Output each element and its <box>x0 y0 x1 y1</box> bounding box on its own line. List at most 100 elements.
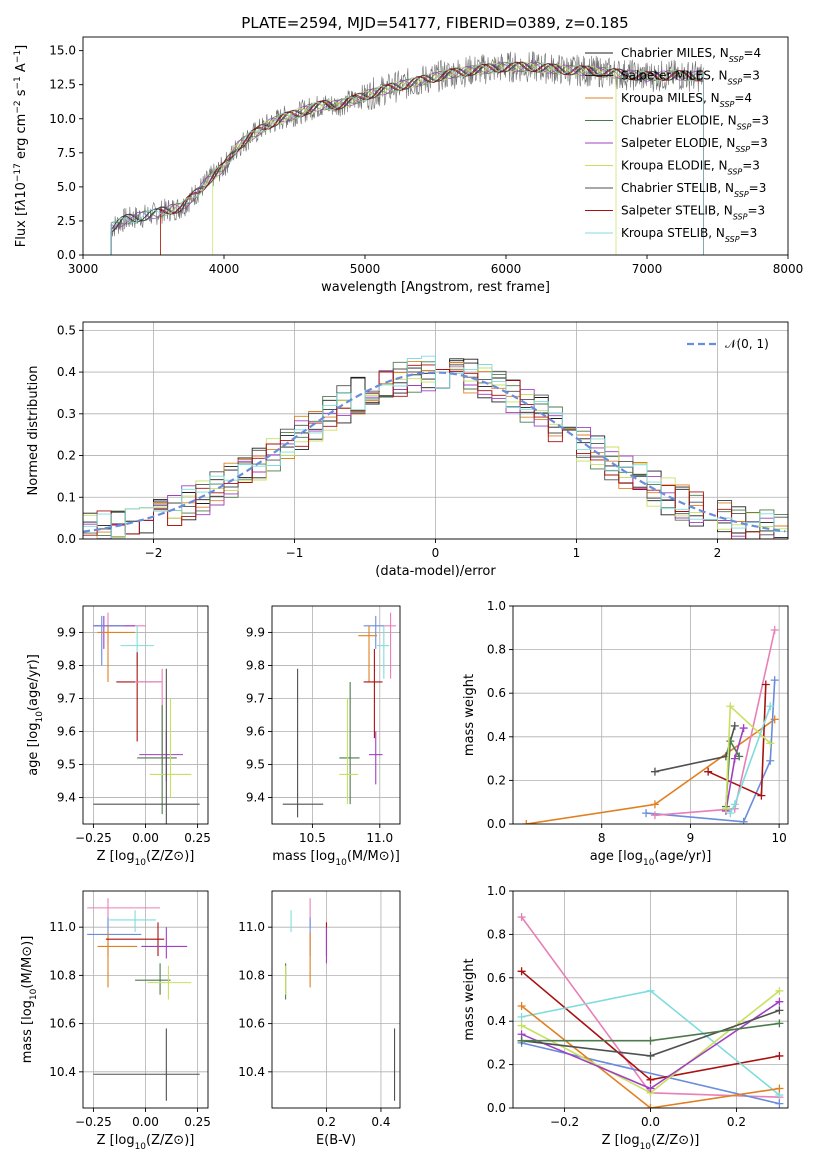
x-tick-label: 0 <box>432 546 440 560</box>
weight-series <box>721 702 775 813</box>
y-tick-label: 10.4 <box>238 1065 265 1079</box>
errorbar-point <box>358 625 378 682</box>
legend-label: Kroupa MILES, N <box>621 91 720 105</box>
y-axis-label-part: (M/M <box>20 957 35 989</box>
legend-entry: Salpeter ELODIE, NSSP=3 <box>621 136 768 154</box>
weight-marker <box>775 1084 784 1093</box>
weight-marker <box>770 625 779 634</box>
weight-marker <box>517 1012 526 1021</box>
weight-series <box>726 702 775 818</box>
residual-histogram <box>83 365 788 539</box>
x-axis-label-part: (data-model)/error <box>375 564 496 579</box>
legend-label: Kroupa STELIB, N <box>621 226 725 240</box>
errorbar-point <box>369 731 383 785</box>
weight-marker <box>721 804 730 813</box>
legend-label-sub: SSP <box>733 212 748 221</box>
legend-label-sub: SSP <box>729 55 744 64</box>
gaussian-curve <box>83 371 786 533</box>
y-tick-label: 9.7 <box>246 691 265 705</box>
y-tick-label: 9.8 <box>246 658 265 672</box>
y-tick-label: 0.0 <box>487 1101 506 1115</box>
weight-marker <box>770 676 779 685</box>
plot-area-weight_vs_Z <box>517 913 784 1108</box>
x-tick-label: 0.25 <box>184 1115 211 1129</box>
errorbar-point <box>147 965 192 1000</box>
weight-marker <box>766 702 775 711</box>
y-axis-label-part: 10 <box>14 182 29 199</box>
weight-marker <box>775 997 784 1006</box>
weight-series <box>650 721 739 776</box>
y-tick-label: 0.5 <box>57 323 76 337</box>
x-axis-label: Z [log10(Z/Z⊙)] <box>602 1133 700 1152</box>
x-axis-label-sub: 10 <box>640 1142 652 1152</box>
weight-marker <box>646 1075 655 1084</box>
panel-residuals: 𝒩(0, 1) −2 −1 0 1 2 0.0 0.1 0.2 0.3 0.4 0.5 (data-mo… <box>26 321 789 579</box>
y-axis-label-part: )] <box>20 936 35 946</box>
x-axis-label-sub: 10 <box>135 858 147 868</box>
y-tick-label: 0.0 <box>487 817 506 831</box>
weight-marker <box>650 767 659 776</box>
weight-marker <box>757 791 766 800</box>
panel-mass_vs_EBV: 0.2 0.4 10.4 10.6 10.8 11.0 E(B-V) <box>238 890 401 1148</box>
y-tick-label: 0.2 <box>57 449 76 463</box>
errorbar-point <box>97 625 136 682</box>
x-axis-label-sub: 10 <box>335 858 347 868</box>
observed-spectrum-line <box>110 51 704 237</box>
weight-marker <box>726 809 735 818</box>
x-axis-label-part: Z [log <box>602 1133 640 1148</box>
x-tick-label: −0.25 <box>75 1115 112 1129</box>
figure-title: PLATE=2594, MJD=54177, FIBERID=0389, z=0… <box>241 14 628 32</box>
x-axis-label-part: )] <box>689 1133 699 1148</box>
y-tick-label: 0.4 <box>57 365 76 379</box>
y-axis-label-sup: −17 <box>13 163 23 182</box>
x-tick-label: 6000 <box>491 262 522 276</box>
weight-marker <box>646 1036 655 1045</box>
x-axis-label-part: (M/M <box>347 849 379 864</box>
axes-frame-spectrum <box>82 36 789 256</box>
legend-label-suffix: =3 <box>740 226 758 240</box>
x-tick-label: 10 <box>771 831 786 845</box>
axes-frame-age_vs_mass <box>271 605 401 825</box>
plot-area-age_vs_mass <box>282 612 396 818</box>
y-axis-label: age [log10(age/yr)] <box>26 654 45 776</box>
legend-label: Kroupa ELODIE, N <box>621 159 728 173</box>
legend-label: Chabrier STELIB, N <box>621 181 734 195</box>
x-tick-label: 5000 <box>350 262 381 276</box>
x-axis-label: (data-model)/error <box>375 564 496 579</box>
y-tick-label: 10.4 <box>49 1065 76 1079</box>
weight-marker <box>775 1006 784 1015</box>
y-axis-label-part: ] <box>14 45 29 50</box>
weight-marker <box>730 754 739 763</box>
y-tick-label: 7.5 <box>57 146 76 160</box>
y-tick-label: 0.4 <box>487 730 506 744</box>
y-tick-label: 0.6 <box>487 686 506 700</box>
errorbar-point <box>382 612 396 679</box>
y-tick-label: 0.8 <box>487 927 506 941</box>
legend-label: Salpeter STELIB, N <box>621 204 733 218</box>
y-axis-label-part: mass weight <box>462 674 477 756</box>
y-axis-label-sym: ⊙ <box>20 946 35 957</box>
errorbar-point <box>108 910 156 932</box>
y-tick-label: 0.0 <box>57 532 76 546</box>
y-axis-label-part: erg cm <box>14 114 29 163</box>
x-axis-label-sym: ⊙ <box>173 1133 184 1148</box>
axes-frame-mass_vs_EBV <box>271 890 401 1109</box>
x-tick-label: 11.0 <box>366 831 393 845</box>
x-axis-label-sub: 10 <box>135 1142 147 1152</box>
panel-age_vs_mass: 10.5 11.0 9.4 9.5 9.6 9.7 9.8 9.9 mass [log10(M/… <box>246 605 401 868</box>
y-axis-label-sym: λ <box>14 199 29 208</box>
y-tick-label: 0.1 <box>57 490 76 504</box>
errorbar-point <box>363 615 384 649</box>
legend-label-suffix: =3 <box>749 181 767 195</box>
y-tick-label: 9.6 <box>246 725 265 739</box>
weight-series <box>517 986 784 1099</box>
x-axis-label: Z [log10(Z/Z⊙)] <box>97 849 195 868</box>
x-tick-label: 0.00 <box>132 831 159 845</box>
y-axis-label-sup: −1 <box>13 50 23 63</box>
weight-marker <box>775 1019 784 1028</box>
legend-entry: Kroupa ELODIE, NSSP=3 <box>621 159 760 177</box>
